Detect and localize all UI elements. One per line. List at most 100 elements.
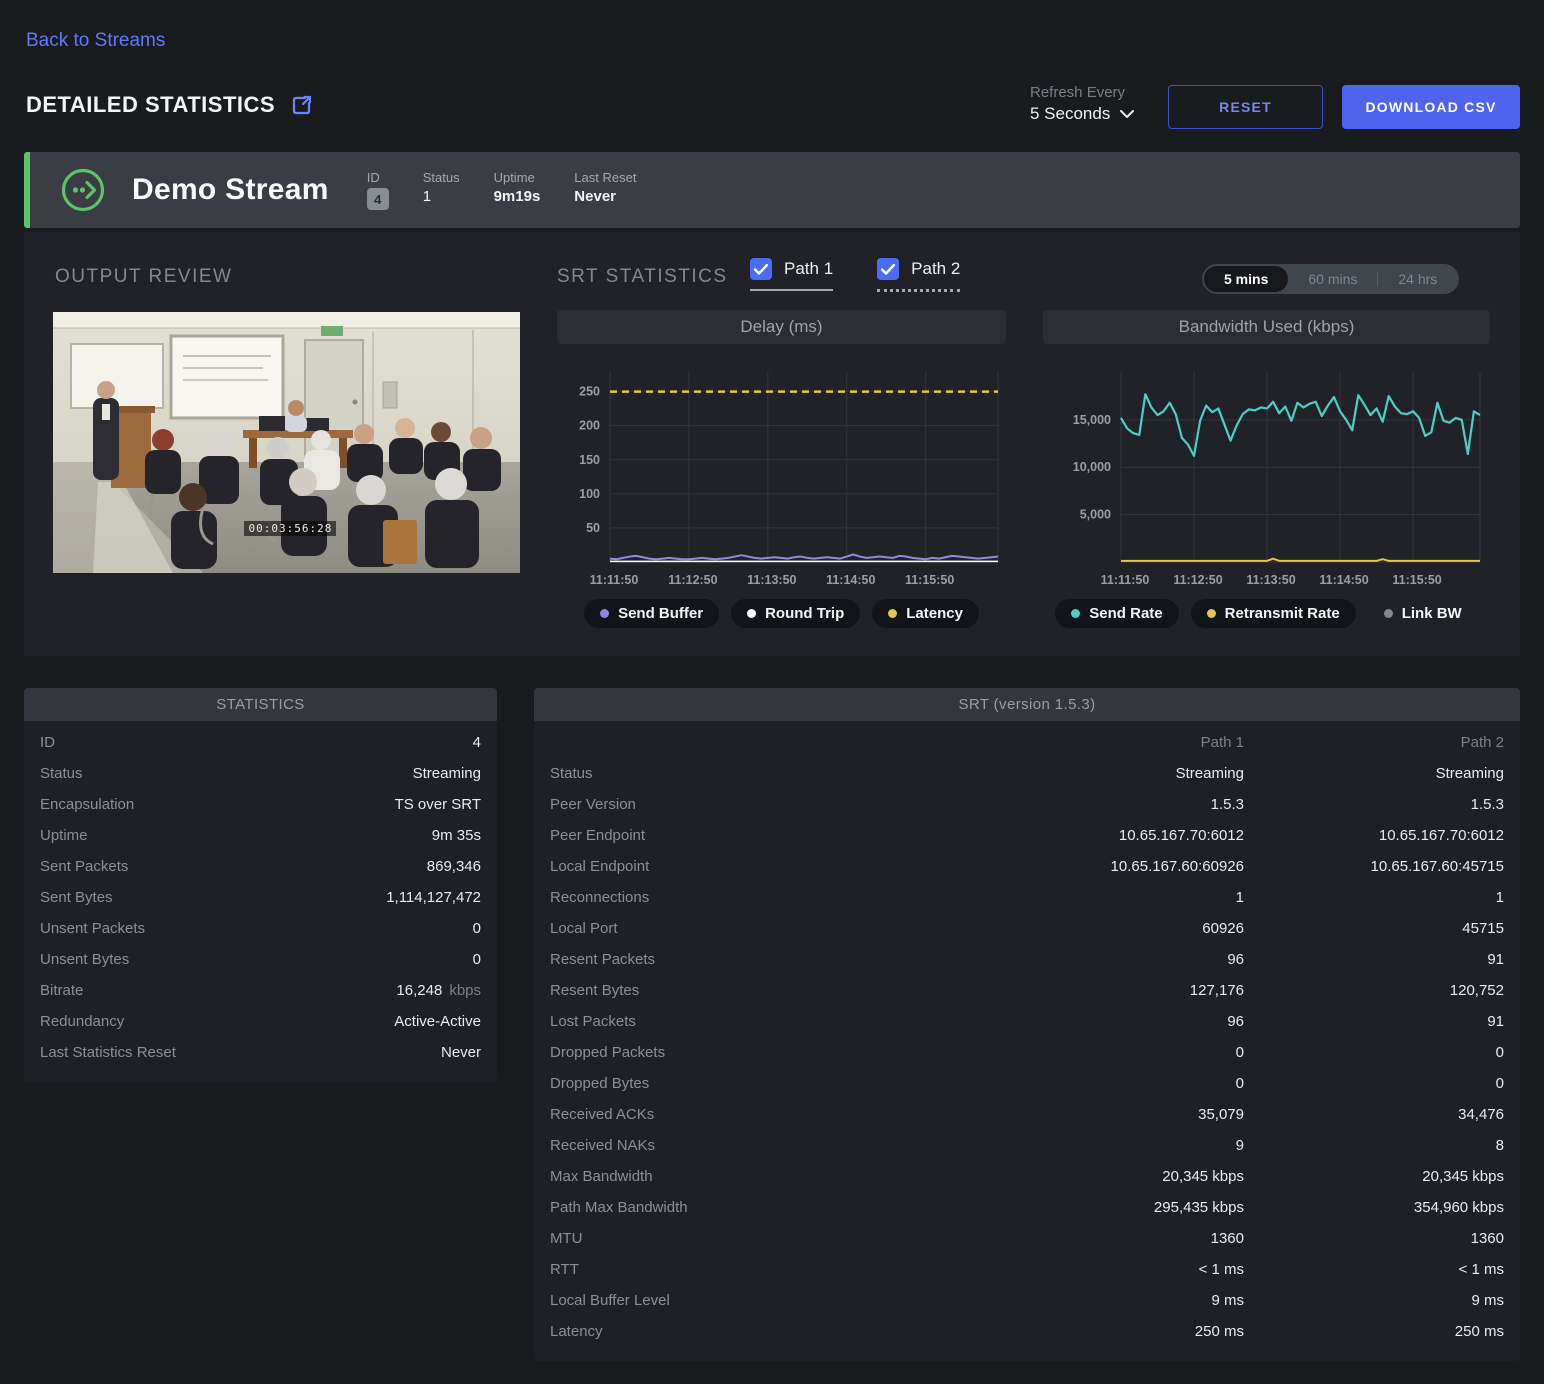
- table-row: Uptime 9m 35s: [24, 820, 497, 851]
- reset-button[interactable]: RESET: [1168, 85, 1323, 129]
- stream-meta-uptime: Uptime 9m19s: [494, 170, 541, 210]
- table-row: Resent Packets 96 91: [534, 944, 1520, 975]
- series-send-rate: [1120, 393, 1481, 457]
- path-toggle-path-2[interactable]: Path 2: [877, 258, 961, 292]
- svg-text:250: 250: [579, 385, 600, 399]
- row-value-path1: 9 ms: [1211, 1292, 1244, 1309]
- row-value-path1: 20,345 kbps: [1162, 1168, 1244, 1185]
- legend-label: Link BW: [1401, 605, 1462, 622]
- legend-dot-round-trip: [747, 609, 757, 618]
- tab-range-5-mins[interactable]: 5 mins: [1204, 266, 1289, 292]
- download-csv-button[interactable]: DOWNLOAD CSV: [1342, 85, 1520, 129]
- table-row: Local Endpoint 10.65.167.60:60926 10.65.16…: [534, 851, 1520, 882]
- table-row: Bitrate 16,248 kbps: [24, 975, 497, 1006]
- table-row: Reconnections 1 1: [534, 882, 1520, 913]
- row-value: 9m 35s: [431, 827, 481, 844]
- statistics-table: STATISTICS ID 4 Status Streaming Encapsulati…: [24, 688, 497, 1082]
- row-label: Unsent Bytes: [40, 951, 130, 968]
- row-value-path2: 0: [1495, 1044, 1504, 1061]
- stream-meta-last-reset: Last Reset Never: [574, 170, 636, 210]
- series-retransmit-rate: [1121, 557, 1480, 562]
- table-row: Resent Bytes 127,176 120,752: [534, 975, 1520, 1006]
- row-value-path1: 35,079: [1198, 1106, 1244, 1123]
- svg-text:11:14:50: 11:14:50: [1319, 573, 1368, 587]
- external-link-icon[interactable]: [291, 95, 312, 116]
- row-label: Latency: [550, 1323, 603, 1340]
- svg-text:11:12:50: 11:12:50: [1173, 573, 1222, 587]
- table-row: Peer Version 1.5.3 1.5.3: [534, 789, 1520, 820]
- row-value-path1: 9: [1235, 1137, 1244, 1154]
- row-label: Resent Packets: [550, 951, 656, 968]
- row-value: 869,346: [426, 858, 481, 875]
- row-value: Active-Active: [394, 1013, 481, 1030]
- stream-meta-label: Last Reset: [574, 170, 637, 185]
- stream-meta-label: ID: [366, 170, 380, 185]
- column-header-path-1: Path 1: [1200, 734, 1244, 751]
- table-row: Peer Endpoint 10.65.167.70:6012 10.65.167.…: [534, 820, 1520, 851]
- row-label: Local Buffer Level: [550, 1292, 670, 1309]
- row-label: Lost Packets: [550, 1013, 636, 1030]
- page-title-row: DETAILED STATISTICS: [26, 92, 312, 118]
- table-row: Local Buffer Level 9 ms 9 ms: [534, 1285, 1520, 1316]
- legend-latency[interactable]: Latency: [872, 599, 979, 628]
- row-value-path2: 120,752: [1449, 982, 1504, 999]
- svg-text:5,000: 5,000: [1080, 508, 1111, 522]
- path-toggle-path-1[interactable]: Path 1: [750, 258, 834, 292]
- delay-chart-title: Delay (ms): [557, 310, 1006, 344]
- stream-meta-value: 9m19s: [493, 188, 541, 205]
- svg-text:50: 50: [586, 521, 600, 535]
- row-value-path1: 295,435 kbps: [1153, 1199, 1244, 1216]
- row-value-path1: 96: [1227, 1013, 1244, 1030]
- legend-label: Latency: [906, 605, 963, 622]
- checkbox-path-1[interactable]: [750, 258, 772, 280]
- row-value-path1: 1360: [1210, 1230, 1244, 1247]
- row-label: Local Port: [550, 920, 618, 937]
- row-value-path2: 354,960 kbps: [1413, 1199, 1504, 1216]
- tab-range-24-hrs[interactable]: 24 hrs: [1398, 271, 1438, 287]
- row-label: RTT: [550, 1261, 579, 1278]
- checkbox-path-2[interactable]: [877, 258, 900, 280]
- refresh-label: Refresh Every: [1030, 84, 1126, 101]
- row-label: Peer Endpoint: [550, 827, 646, 844]
- tab-range-60-mins[interactable]: 60 mins: [1308, 271, 1358, 287]
- row-label: Last Statistics Reset: [40, 1044, 176, 1061]
- legend-retransmit-rate[interactable]: Retransmit Rate: [1190, 599, 1356, 628]
- chevron-down-icon: [1120, 109, 1135, 119]
- legend-label: Retransmit Rate: [1224, 605, 1340, 622]
- table-row: ID 4: [24, 727, 497, 758]
- svg-text:11:15:50: 11:15:50: [1392, 573, 1441, 587]
- row-value-path1: 10.65.167.70:6012: [1118, 827, 1244, 844]
- path-label: Path 1: [784, 259, 834, 278]
- row-label: Dropped Packets: [550, 1044, 666, 1061]
- row-value-path1: < 1 ms: [1198, 1261, 1244, 1278]
- svg-text:11:12:50: 11:12:50: [668, 573, 717, 587]
- row-value-path2: 10.65.167.70:6012: [1378, 827, 1504, 844]
- legend-link-bw[interactable]: Link BW: [1368, 599, 1478, 628]
- row-label: Sent Packets: [40, 858, 129, 875]
- seated-person: [285, 400, 307, 432]
- legend-send-buffer[interactable]: Send Buffer: [584, 599, 720, 628]
- stream-meta-label: Status: [422, 170, 460, 185]
- table-row: Last Statistics Reset Never: [24, 1037, 497, 1068]
- row-value-path2: 1.5.3: [1470, 796, 1504, 813]
- row-value: TS over SRT: [394, 796, 481, 813]
- row-label: ID: [40, 734, 55, 751]
- row-label: Bitrate: [40, 982, 84, 999]
- legend-send-rate[interactable]: Send Rate: [1055, 599, 1179, 628]
- row-label: Resent Bytes: [550, 982, 640, 999]
- back-to-streams-link[interactable]: Back to Streams: [26, 30, 166, 51]
- stream-meta-status: Status 1: [423, 170, 460, 210]
- bandwidth-chart-legend: Send Rate Retransmit Rate Link BW: [1043, 599, 1490, 628]
- legend-round-trip[interactable]: Round Trip: [731, 599, 861, 628]
- row-value-path2: 91: [1487, 951, 1504, 968]
- refresh-select[interactable]: 5 Seconds: [1030, 104, 1160, 124]
- video-timecode: 00:03:56:28: [244, 520, 337, 536]
- row-value: 0: [472, 951, 481, 968]
- stream-name: Demo Stream: [132, 173, 329, 206]
- table-column-header-row: Path 1 Path 2: [534, 727, 1520, 758]
- row-value-path1: 96: [1227, 951, 1244, 968]
- row-value-path2: 34,476: [1458, 1106, 1504, 1123]
- row-label: Status: [40, 765, 83, 782]
- stream-meta-value: 1: [422, 188, 432, 205]
